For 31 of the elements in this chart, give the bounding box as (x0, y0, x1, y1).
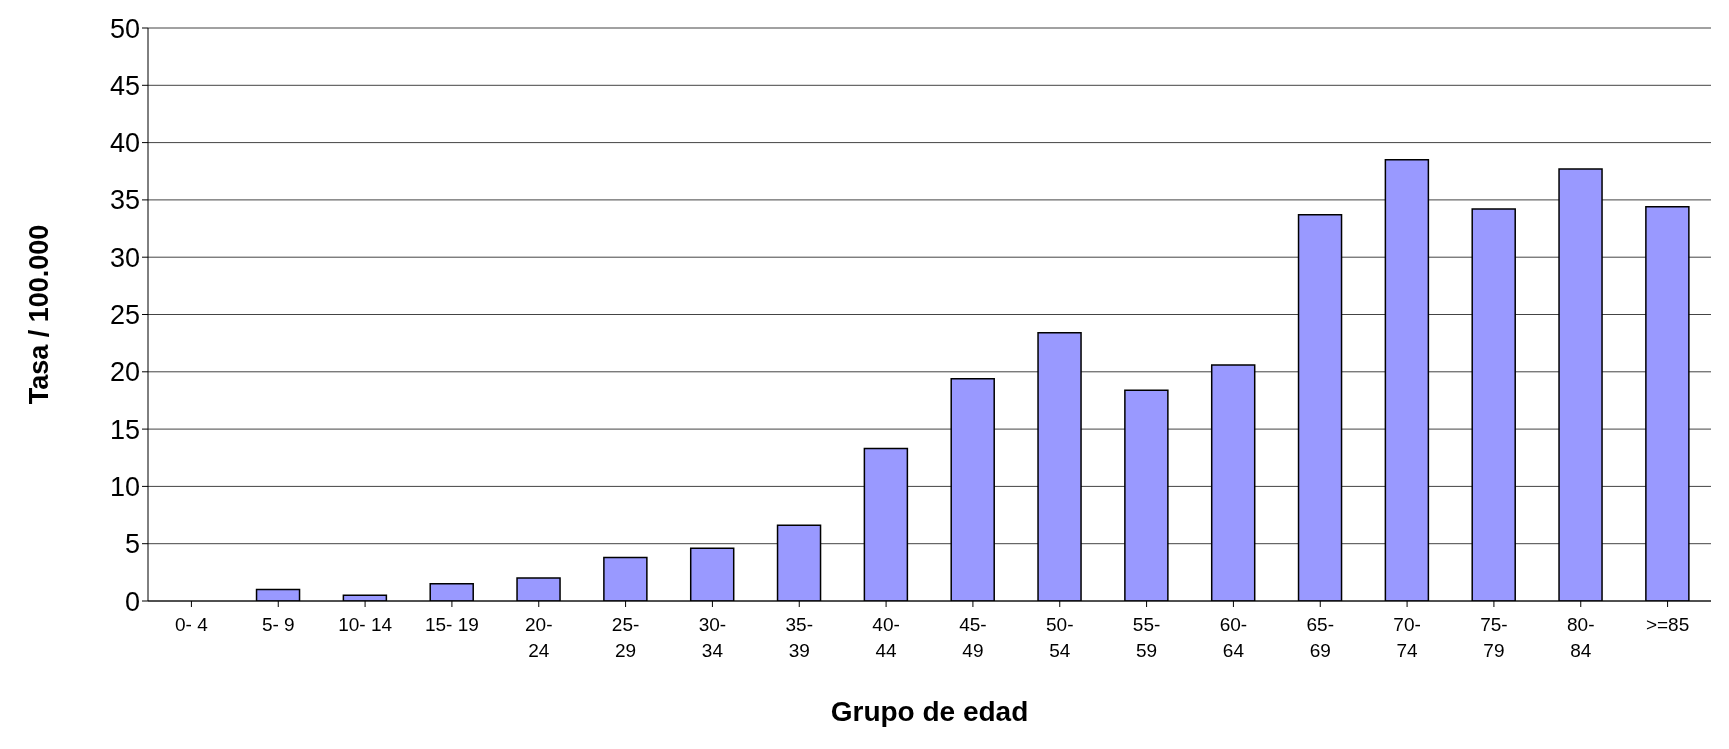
y-tick-label: 50 (109, 13, 140, 44)
x-tick-label: 35- 39 (785, 614, 813, 661)
y-tick-label: 20 (109, 357, 140, 388)
x-tick-label: 50- 54 (1046, 614, 1074, 661)
x-tick-label: 55- 59 (1132, 614, 1161, 661)
x-tick-label: 60- 64 (1219, 614, 1248, 661)
y-tick-label: 30 (109, 242, 140, 273)
x-tick-label: 25- 29 (611, 614, 640, 661)
x-axis-title: Grupo de edad (830, 696, 1029, 727)
x-tick-label: 75- 79 (1480, 614, 1508, 661)
x-tick-label: 40- 44 (872, 614, 900, 661)
x-tick-label: 10- 14 (338, 614, 393, 635)
x-tick-label: 0- 4 (175, 614, 209, 635)
y-tick-label: 40 (109, 128, 140, 159)
y-tick-label: 10 (109, 471, 140, 502)
x-tick-label: >=85 (1645, 614, 1690, 635)
x-tick-label: 15- 19 (424, 614, 479, 635)
x-tick-label: 30- 34 (698, 614, 727, 661)
y-tick-label: 0 (124, 586, 140, 617)
x-tick-label: 5- 9 (261, 614, 295, 635)
x-tick-label: 45- 49 (959, 614, 987, 661)
x-tick-label: 80- 84 (1567, 614, 1595, 661)
y-tick-label: 35 (109, 185, 140, 216)
x-tick-label: 70- 74 (1393, 614, 1421, 661)
y-tick-label: 5 (124, 529, 140, 560)
y-tick-label: 15 (109, 414, 140, 445)
y-tick-label: 45 (109, 70, 140, 101)
x-tick-label: 65- 69 (1306, 614, 1334, 661)
y-tick-label: 25 (109, 300, 140, 331)
y-axis-title: Tasa / 100.000 (23, 224, 54, 405)
x-tick-label: 20- 24 (525, 614, 553, 661)
